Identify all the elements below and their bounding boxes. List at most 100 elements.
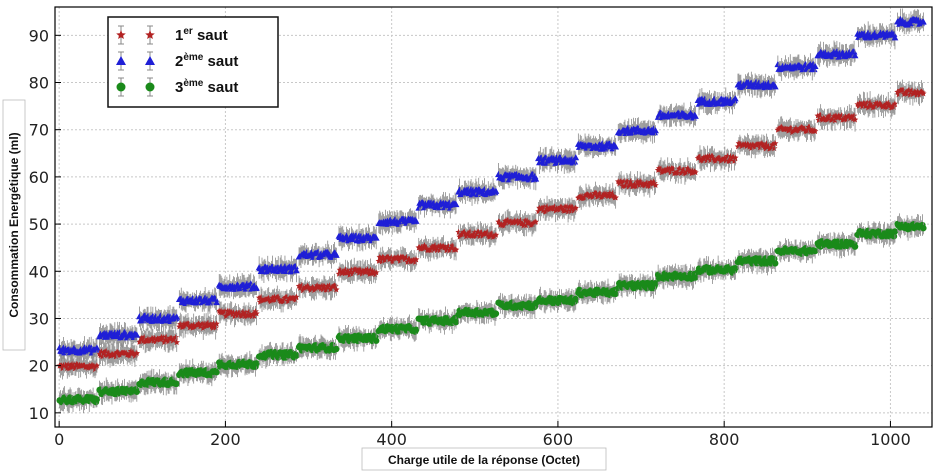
data-step xyxy=(136,325,180,354)
data-step xyxy=(654,157,699,185)
data-step xyxy=(295,273,340,301)
data-point xyxy=(731,95,739,102)
data-point xyxy=(652,127,659,134)
data-point xyxy=(223,312,231,319)
data-point xyxy=(97,352,104,359)
series-2 xyxy=(56,8,927,365)
data-point xyxy=(478,229,485,236)
data-point xyxy=(532,175,540,182)
data-point xyxy=(151,334,158,341)
data-point xyxy=(855,102,862,109)
data-point xyxy=(452,246,460,253)
data-point xyxy=(843,116,850,123)
data-point xyxy=(408,257,415,264)
data-point xyxy=(637,178,644,185)
data-point xyxy=(212,295,220,302)
data-point xyxy=(811,62,819,70)
data-point xyxy=(90,362,98,369)
data-step xyxy=(575,278,619,305)
data-point xyxy=(731,157,738,164)
data-point xyxy=(811,126,818,134)
data-point xyxy=(597,190,604,197)
data-point xyxy=(208,323,216,330)
data-point xyxy=(253,360,260,367)
data-point xyxy=(535,208,542,215)
data-step xyxy=(255,341,300,369)
data-step xyxy=(455,299,500,326)
data-point xyxy=(559,205,566,212)
data-point xyxy=(765,142,772,150)
data-point xyxy=(866,99,874,106)
data-point xyxy=(178,322,185,329)
data-step xyxy=(455,177,500,206)
data-point xyxy=(645,180,653,187)
data-step xyxy=(614,117,659,145)
data-point xyxy=(126,352,134,359)
data-point xyxy=(292,262,299,270)
data-point xyxy=(66,365,73,372)
data-point xyxy=(883,100,890,107)
data-step xyxy=(56,353,101,380)
data-point xyxy=(692,169,699,176)
data-point xyxy=(756,144,764,151)
data-point xyxy=(133,388,141,395)
data-point xyxy=(763,140,770,147)
series-3 xyxy=(56,213,927,414)
data-step xyxy=(774,53,819,81)
data-point xyxy=(430,246,438,253)
data-step xyxy=(415,306,460,335)
data-point xyxy=(177,320,184,327)
data-point xyxy=(373,337,380,344)
data-point xyxy=(293,267,300,274)
data-point xyxy=(612,290,619,298)
data-point xyxy=(342,266,349,273)
data-step xyxy=(175,287,221,314)
data-point xyxy=(160,334,167,341)
data-step xyxy=(176,312,220,340)
data-step xyxy=(96,377,141,405)
data-point xyxy=(824,116,831,123)
data-point xyxy=(817,111,824,118)
data-point xyxy=(558,203,565,211)
data-point xyxy=(850,48,858,55)
data-point xyxy=(201,323,209,330)
data-step xyxy=(56,386,101,414)
data-point xyxy=(319,286,327,293)
data-step xyxy=(814,40,859,68)
data-point xyxy=(864,99,871,106)
data-point xyxy=(612,143,620,150)
data-point xyxy=(411,258,419,265)
data-point xyxy=(485,232,492,239)
data-point xyxy=(367,266,374,273)
data-point xyxy=(484,228,491,235)
data-point xyxy=(502,217,509,224)
data-point xyxy=(772,260,779,267)
data-point xyxy=(571,158,579,165)
data-step xyxy=(215,273,260,300)
data-step xyxy=(495,292,540,320)
data-point xyxy=(541,203,548,210)
data-point xyxy=(173,313,181,320)
data-step xyxy=(335,223,380,252)
data-step xyxy=(495,208,540,237)
data-point xyxy=(358,270,366,277)
data-point xyxy=(590,193,597,200)
data-point xyxy=(788,125,795,132)
data-point xyxy=(395,255,403,262)
data-point xyxy=(324,282,331,289)
data-point xyxy=(770,141,777,148)
data-point xyxy=(66,361,74,368)
data-step xyxy=(455,221,500,248)
data-step xyxy=(694,145,739,173)
series-1 xyxy=(56,79,927,380)
data-point xyxy=(72,363,80,370)
data-point xyxy=(372,234,380,241)
data-point xyxy=(919,18,927,25)
data-point xyxy=(652,181,659,188)
data-step xyxy=(854,21,899,50)
data-point xyxy=(768,144,775,151)
data-point xyxy=(724,152,731,159)
data-point xyxy=(652,280,659,287)
data-step xyxy=(375,314,420,342)
